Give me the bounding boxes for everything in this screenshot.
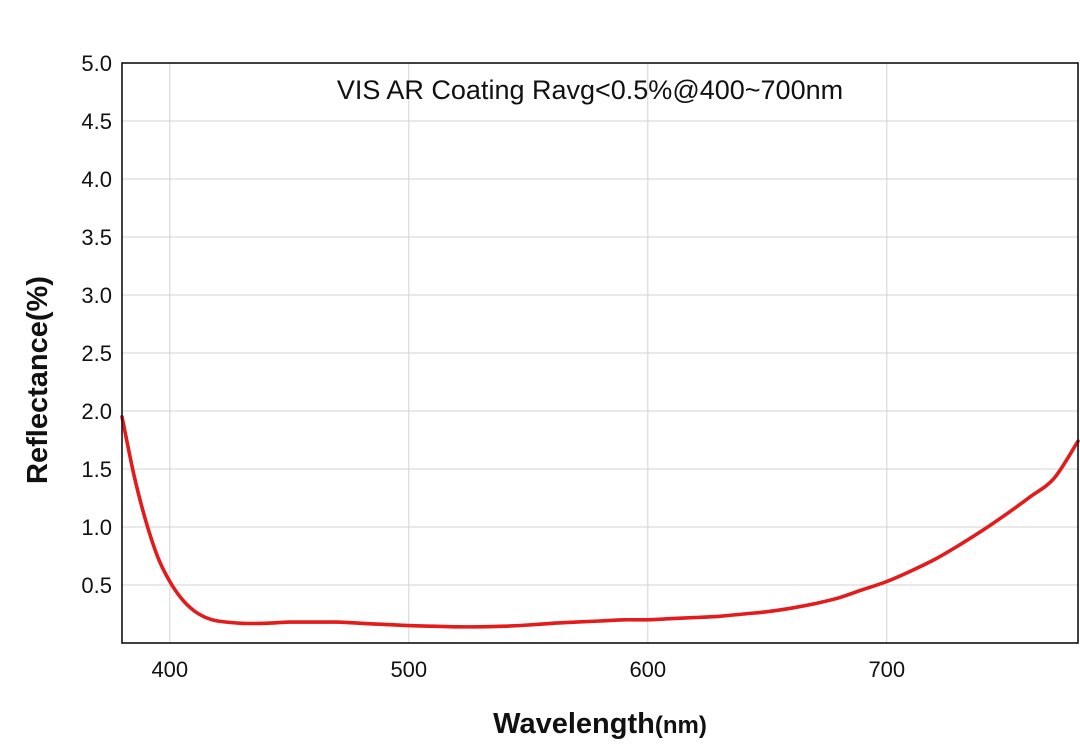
x-axis-ticks: 400 500 600 700 [151, 657, 905, 682]
y-tick-label: 2.5 [81, 341, 112, 366]
x-tick-label: 400 [151, 657, 188, 682]
reflectance-series-line [120, 415, 1080, 629]
x-axis-title-main: Wavelength [493, 708, 655, 740]
y-tick-label: 0.5 [81, 573, 112, 598]
y-tick-label: 2.0 [81, 399, 112, 424]
x-tick-label: 700 [868, 657, 905, 682]
grid [122, 62, 1078, 643]
y-tick-label: 4.5 [81, 109, 112, 134]
x-tick-label: 600 [629, 657, 666, 682]
y-tick-label: 3.5 [81, 225, 112, 250]
y-tick-label: 5.0 [81, 51, 112, 76]
x-tick-label: 500 [390, 657, 427, 682]
chart-title: VIS AR Coating Ravg<0.5%@400~700nm [337, 75, 843, 105]
x-axis-title-unit: (nm) [655, 712, 707, 739]
y-axis-title: Reflectance(%) [22, 276, 54, 484]
series-layer [120, 415, 1080, 629]
y-tick-label: 1.0 [81, 515, 112, 540]
plot-frame [121, 62, 1079, 644]
y-axis-ticks: 0.5 1.0 1.5 2.0 2.5 3.0 3.5 4.0 4.5 5.0 [81, 51, 112, 598]
x-axis-title: Wavelength(nm) [493, 708, 707, 740]
y-tick-label: 3.0 [81, 283, 112, 308]
y-tick-label: 4.0 [81, 167, 112, 192]
y-tick-label: 1.5 [81, 457, 112, 482]
